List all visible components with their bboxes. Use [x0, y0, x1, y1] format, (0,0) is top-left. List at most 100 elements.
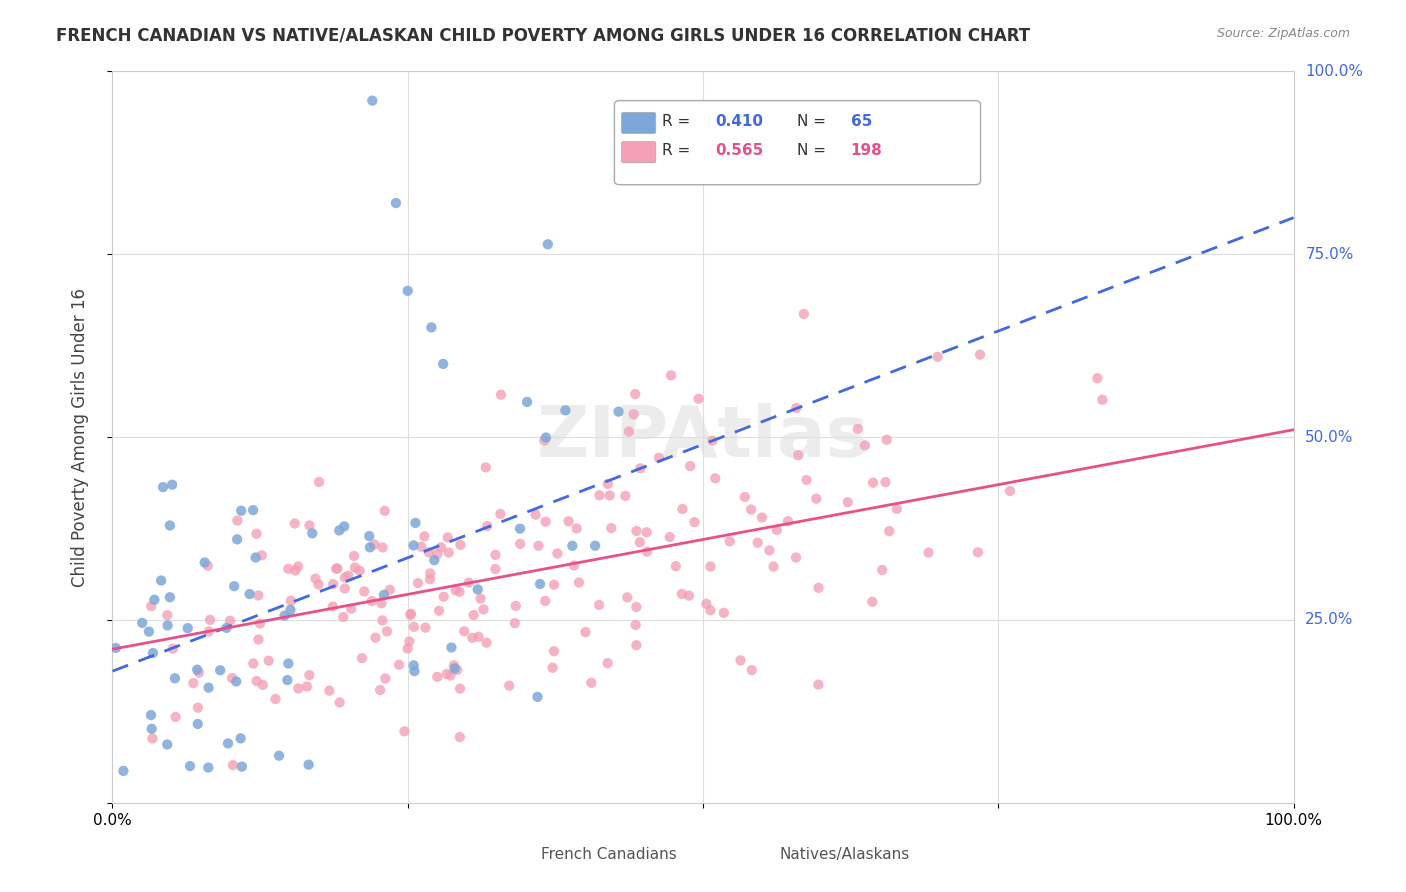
Point: [247, 589, 270, 603]
FancyBboxPatch shape: [614, 101, 980, 185]
Point: [277, 657, 299, 671]
Point: [247, 632, 270, 647]
FancyBboxPatch shape: [754, 843, 800, 866]
Text: R =: R =: [662, 143, 695, 158]
FancyBboxPatch shape: [621, 112, 655, 134]
Point: [399, 607, 422, 621]
Point: [562, 558, 585, 573]
Point: [659, 368, 682, 383]
Point: [371, 541, 394, 555]
Point: [349, 564, 371, 578]
Point: [308, 475, 330, 489]
Point: [967, 545, 990, 559]
Point: [695, 597, 717, 611]
Point: [373, 588, 395, 602]
Point: [998, 483, 1021, 498]
Point: [138, 624, 160, 639]
Point: [287, 559, 309, 574]
Point: [446, 663, 468, 677]
Point: [159, 591, 181, 605]
Point: [626, 638, 648, 652]
Point: [449, 584, 471, 599]
Point: [402, 658, 425, 673]
Point: [470, 591, 492, 606]
Text: 75.0%: 75.0%: [1305, 247, 1354, 261]
Point: [581, 675, 603, 690]
Point: [439, 668, 461, 682]
Point: [713, 606, 735, 620]
Text: N =: N =: [797, 143, 831, 158]
Point: [472, 602, 495, 616]
Point: [747, 535, 769, 549]
Point: [467, 582, 489, 597]
Point: [457, 575, 479, 590]
Point: [245, 674, 267, 689]
Point: [209, 663, 232, 677]
Point: [534, 431, 557, 445]
Point: [426, 547, 449, 561]
Point: [596, 656, 619, 670]
Point: [399, 607, 422, 622]
Point: [402, 538, 425, 552]
Point: [112, 764, 135, 778]
Point: [741, 663, 763, 677]
FancyBboxPatch shape: [530, 843, 575, 866]
Point: [574, 625, 596, 640]
Point: [475, 460, 498, 475]
Point: [449, 730, 471, 744]
Point: [461, 631, 484, 645]
Point: [156, 618, 179, 632]
Point: [630, 461, 652, 475]
Point: [404, 664, 426, 678]
Point: [322, 599, 344, 614]
Point: [807, 677, 830, 691]
Point: [222, 758, 245, 772]
Point: [141, 731, 163, 746]
Point: [343, 549, 366, 563]
Point: [229, 731, 252, 746]
Point: [860, 595, 883, 609]
Point: [284, 564, 307, 578]
Point: [534, 594, 557, 608]
Point: [333, 570, 356, 584]
Point: [626, 600, 648, 615]
Point: [245, 550, 267, 565]
Text: French Canadians: French Canadians: [541, 847, 676, 862]
Point: [751, 510, 773, 524]
Point: [141, 722, 163, 736]
Point: [304, 572, 326, 586]
Point: [252, 678, 274, 692]
Point: [242, 503, 264, 517]
Point: [534, 515, 557, 529]
Point: [509, 522, 531, 536]
Point: [449, 681, 471, 696]
Point: [104, 640, 127, 655]
Text: R =: R =: [662, 114, 695, 129]
Point: [484, 562, 506, 576]
Point: [969, 348, 991, 362]
Point: [463, 608, 485, 623]
Point: [699, 603, 721, 617]
Point: [179, 759, 201, 773]
Point: [688, 392, 710, 406]
Point: [370, 596, 392, 610]
Point: [163, 671, 186, 685]
Point: [308, 577, 330, 591]
Text: N =: N =: [797, 114, 831, 129]
Point: [793, 307, 815, 321]
Point: [226, 514, 249, 528]
Point: [415, 621, 437, 635]
Point: [277, 562, 299, 576]
Point: [198, 624, 221, 639]
Point: [225, 674, 247, 689]
Point: [423, 553, 446, 567]
Point: [328, 524, 350, 538]
Point: [862, 475, 884, 490]
Point: [762, 559, 785, 574]
Point: [287, 681, 309, 696]
Point: [648, 450, 671, 465]
Point: [402, 620, 425, 634]
Point: [374, 504, 396, 518]
Point: [156, 608, 179, 623]
Point: [215, 621, 238, 635]
